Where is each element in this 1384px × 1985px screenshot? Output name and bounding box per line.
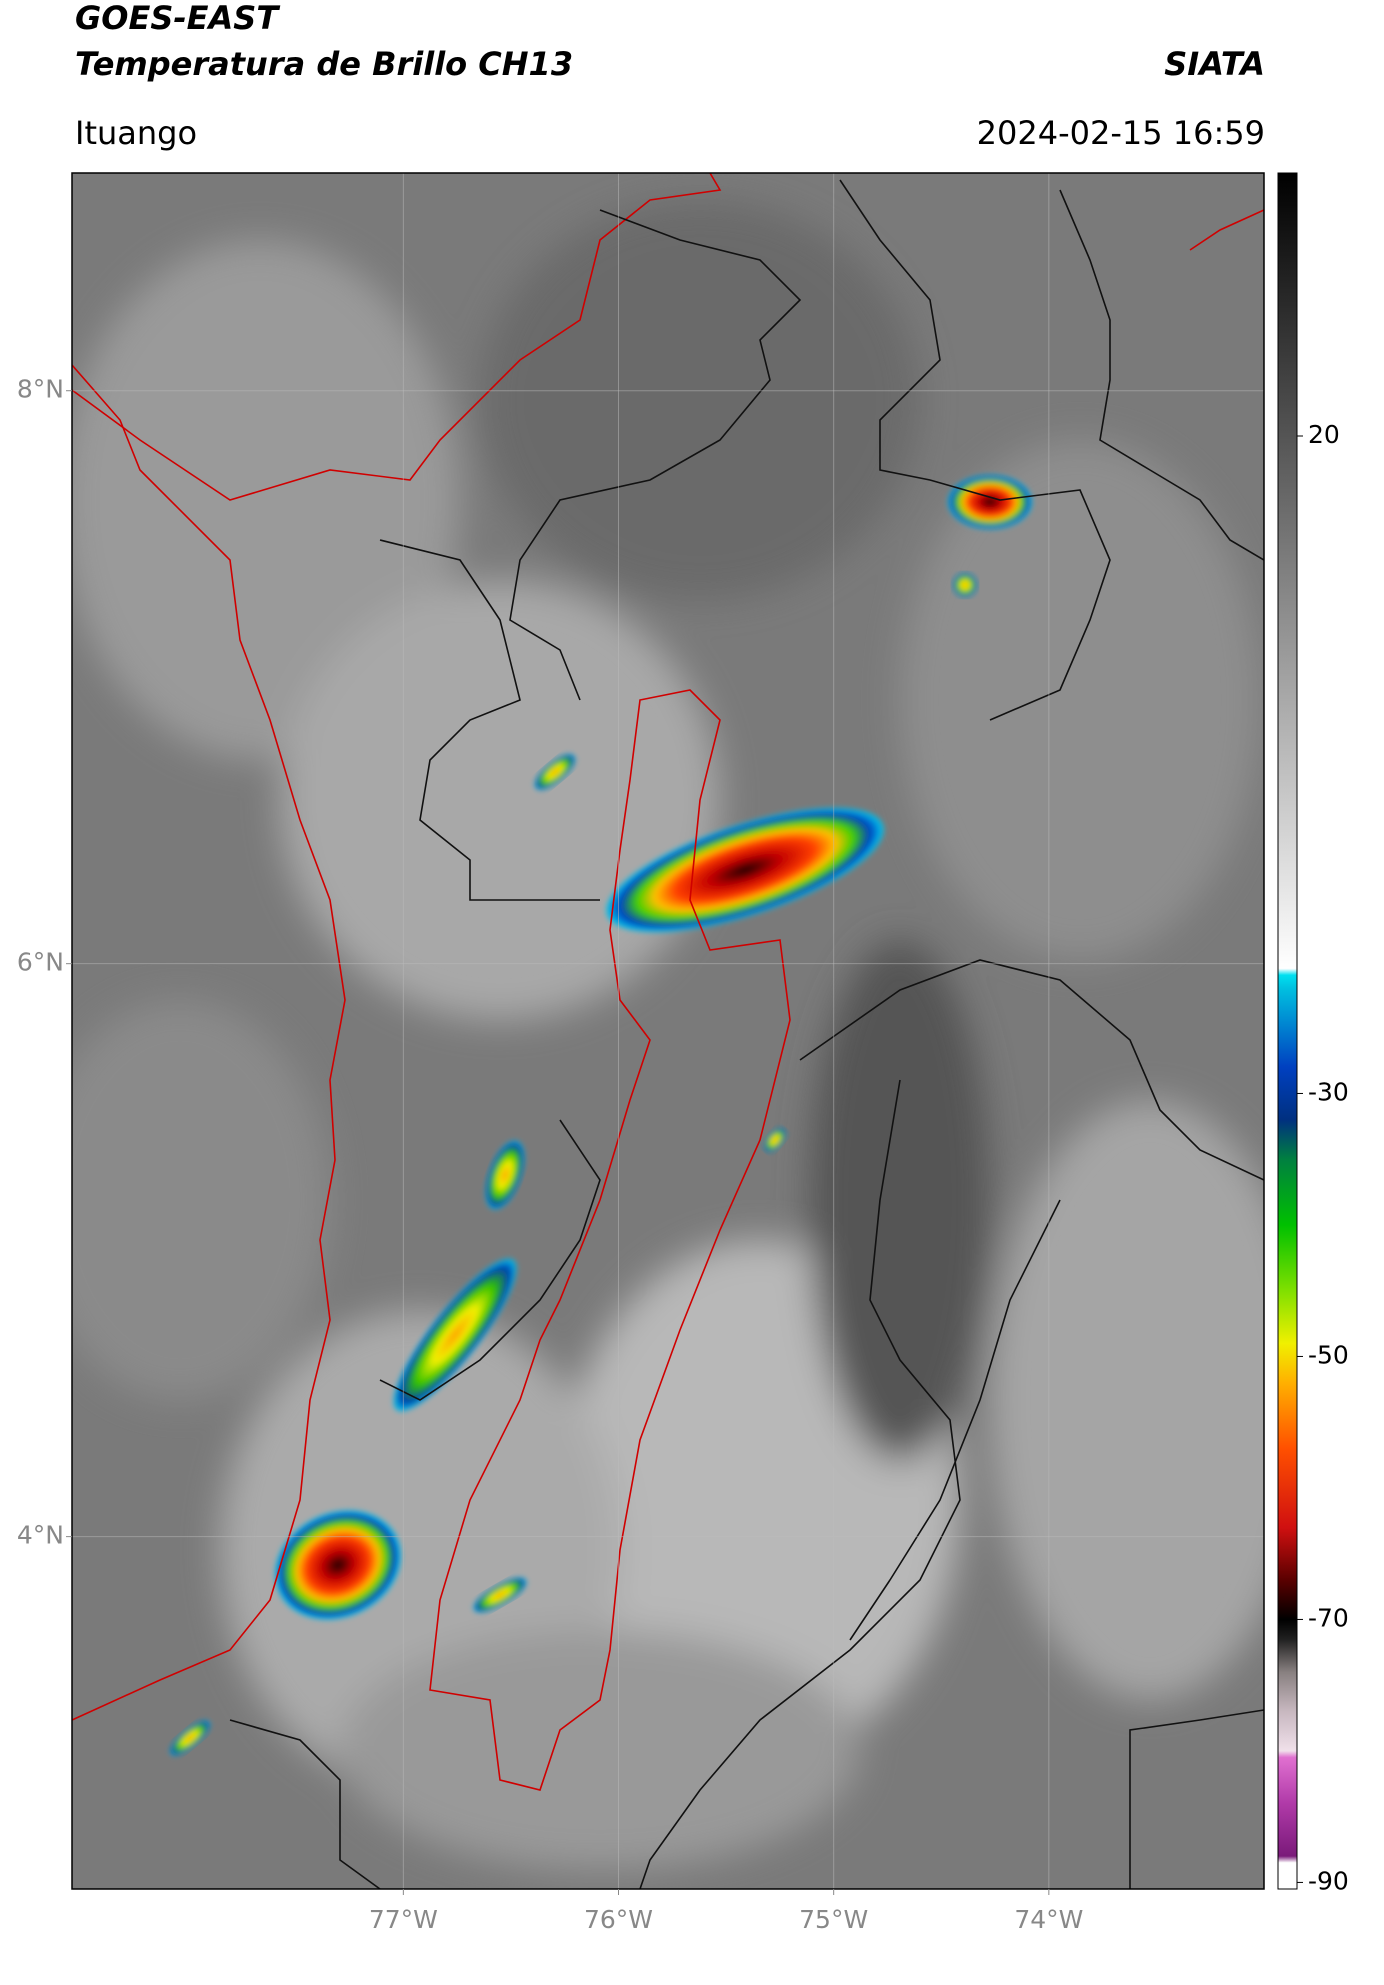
grid <box>72 173 1264 1889</box>
agency: SIATA <box>1164 45 1265 83</box>
convective-cells <box>169 475 1032 1756</box>
location: Ituango <box>75 114 197 152</box>
colorbar <box>1277 172 1298 1890</box>
colorbar-tick-label: -30 <box>1308 1077 1349 1106</box>
title: GOES-EAST <box>75 0 280 37</box>
x-tick-label: 77°W <box>369 1905 438 1934</box>
y-tick-label: 8°N <box>17 375 64 404</box>
x-tick-label: 75°W <box>799 1905 868 1934</box>
subtitle: Temperatura de Brillo CH13 <box>75 45 573 83</box>
colorbar-tick-label: -70 <box>1308 1603 1349 1632</box>
datetime: 2024-02-15 16:59 <box>977 114 1265 152</box>
map-frame <box>71 172 1265 1890</box>
colorbar-tick-label: 20 <box>1308 420 1340 449</box>
borders <box>72 173 1264 1889</box>
colorbar-tick-label: -90 <box>1308 1866 1349 1895</box>
x-tick-label: 76°W <box>584 1905 653 1934</box>
y-tick-label: 6°N <box>17 948 64 977</box>
colorbar-tick-label: -50 <box>1308 1340 1349 1369</box>
map <box>72 173 1264 1889</box>
y-tick-label: 4°N <box>17 1521 64 1550</box>
cloud-field <box>72 200 1264 1870</box>
x-tick-label: 74°W <box>1014 1905 1083 1934</box>
